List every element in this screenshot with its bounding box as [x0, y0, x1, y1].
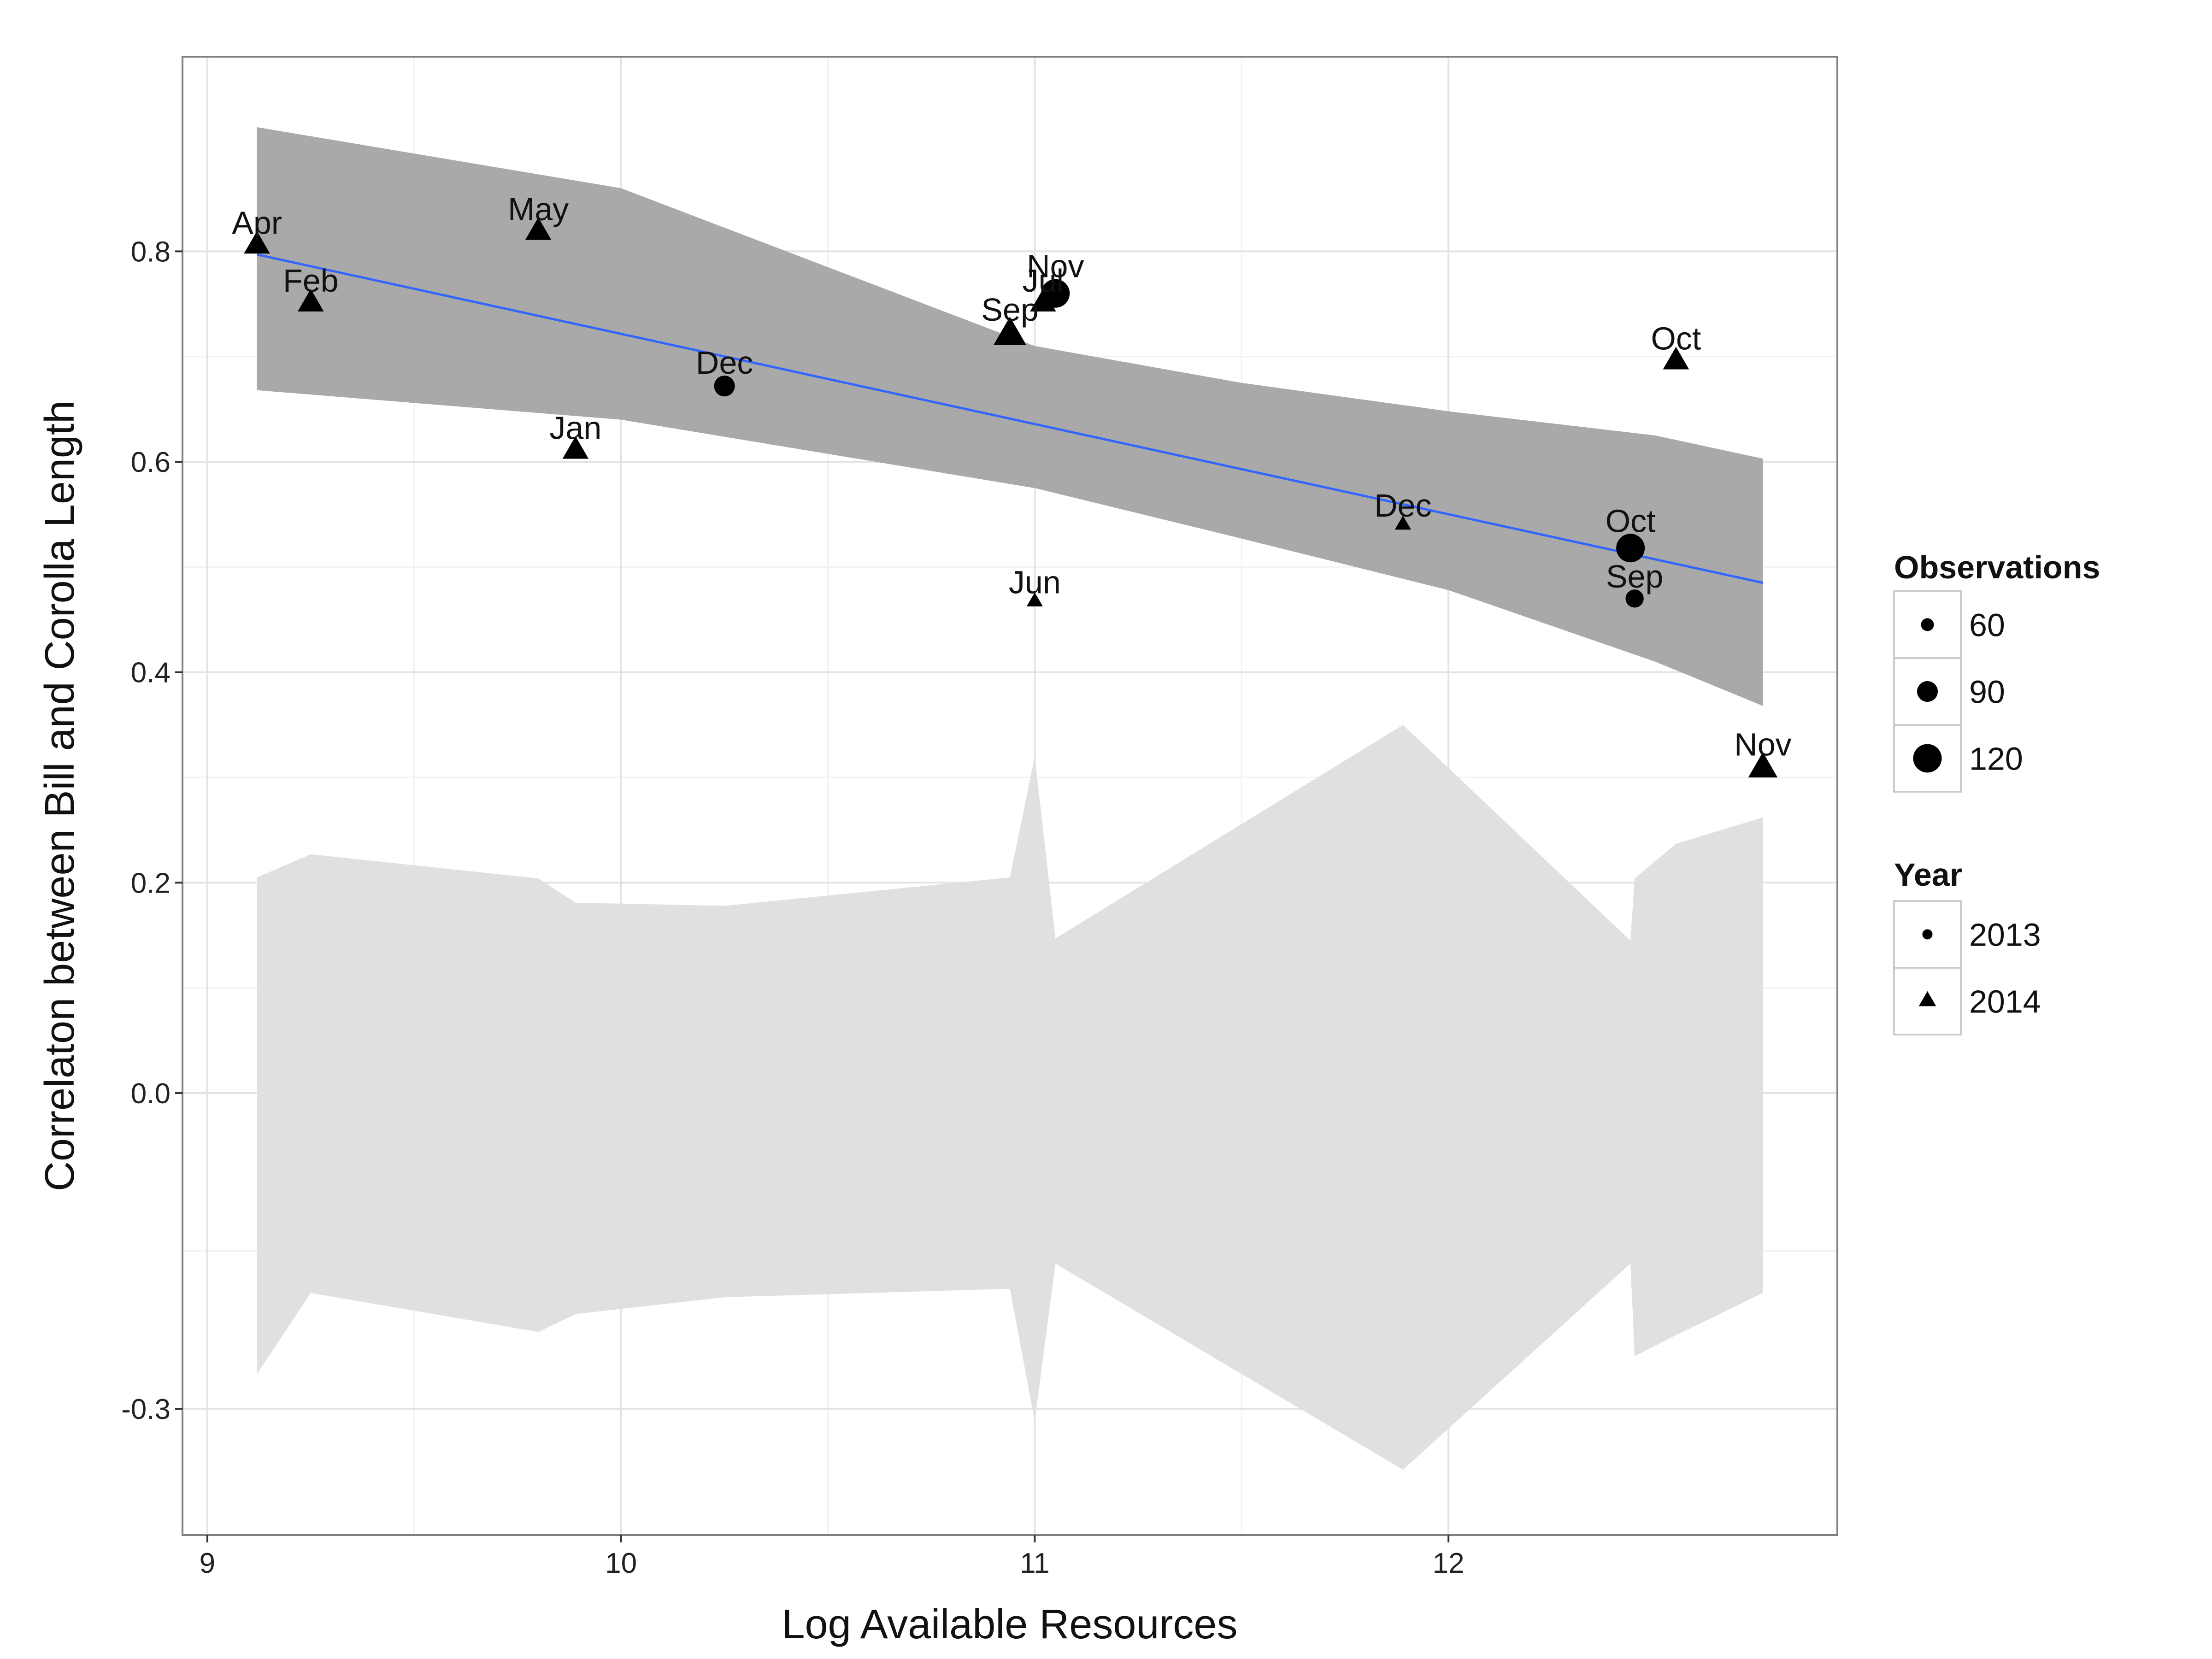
y-tick-label: 0.4 — [131, 657, 171, 689]
data-point-apr-2014 — [244, 231, 270, 254]
point-label: Sep — [981, 292, 1039, 328]
point-label: Dec — [696, 345, 753, 381]
legend-key-circle-90 — [1917, 681, 1938, 702]
y-tick-label: 0.0 — [131, 1078, 171, 1110]
x-axis-title: Log Available Resources — [782, 1601, 1238, 1647]
legend-label-observations: 120 — [1969, 741, 2023, 777]
x-tick-label: 9 — [200, 1547, 215, 1579]
legend-observations-keys: 60 90 120 — [1893, 590, 2023, 793]
point-label: Nov — [1027, 248, 1084, 284]
point-label: Oct — [1606, 503, 1656, 539]
x-tick-label: 11 — [1020, 1547, 1049, 1579]
y-tick-label: 0.2 — [131, 867, 171, 899]
point-label: Dec — [1374, 488, 1431, 524]
y-tick-label: 0.6 — [131, 447, 171, 478]
data-points — [244, 217, 1778, 778]
legend-label-observations: 60 — [1969, 607, 2005, 643]
legend-key-circle-2013 — [1922, 929, 1933, 940]
legend-label-year: 2013 — [1969, 917, 2041, 953]
legend-key-triangle-2014 — [1918, 991, 1936, 1006]
trend-line — [257, 253, 1763, 584]
regression-line — [257, 253, 1763, 584]
point-label: Oct — [1651, 321, 1701, 357]
legend: Observations 60 90 120 Year 2013 2014 — [1893, 549, 2100, 1035]
data-point-oct-2014 — [1663, 347, 1689, 370]
legend-label-observations: 90 — [1969, 674, 2005, 710]
point-label: Apr — [232, 205, 282, 241]
point-label: Jul — [1023, 263, 1064, 299]
legend-key-circle-60 — [1921, 618, 1934, 631]
point-label: Jan — [549, 410, 601, 446]
x-tick-label: 12 — [1433, 1547, 1465, 1579]
data-point-jun-2014 — [1026, 592, 1043, 606]
confidence-band — [257, 127, 1763, 706]
point-label: Sep — [1606, 559, 1664, 594]
data-point-dec-2013 — [714, 376, 735, 397]
legend-label-year: 2014 — [1969, 984, 2041, 1020]
point-label: May — [508, 191, 569, 227]
data-point-nov-2013 — [1041, 279, 1070, 308]
data-point-may-2014 — [525, 217, 552, 240]
legend-title-year: Year — [1894, 857, 1962, 893]
x-tick-label: 10 — [605, 1547, 637, 1579]
data-point-feb-2014 — [298, 288, 324, 312]
null-distribution-band — [257, 724, 1763, 1470]
legend-title-observations: Observations — [1894, 549, 2100, 585]
data-point-jan-2014 — [562, 436, 589, 459]
null-band-area — [257, 724, 1763, 1470]
legend-year-keys: 2013 2014 — [1893, 900, 2041, 1035]
y-axis: -0.3 0.0 0.2 0.4 0.6 0.8 — [121, 236, 182, 1425]
plot-panel-border — [182, 56, 1838, 1536]
point-label: Nov — [1734, 726, 1791, 762]
data-point-dec-2014 — [1394, 515, 1411, 530]
data-point-sep-2013 — [1625, 589, 1644, 608]
confidence-band-area — [257, 127, 1763, 706]
y-axis-title: Correlaton between Bill and Corolla Leng… — [37, 400, 83, 1191]
data-point-oct-2013 — [1616, 534, 1645, 563]
y-tick-label: -0.3 — [121, 1394, 171, 1425]
data-point-sep-2014 — [994, 317, 1026, 345]
point-label: Jun — [1009, 565, 1061, 600]
x-axis: 9 10 11 12 — [200, 1535, 1465, 1579]
legend-key-circle-120 — [1913, 744, 1942, 773]
y-tick-label: 0.8 — [131, 236, 171, 268]
point-label: Feb — [283, 263, 339, 299]
data-point-nov-2014 — [1748, 752, 1778, 778]
